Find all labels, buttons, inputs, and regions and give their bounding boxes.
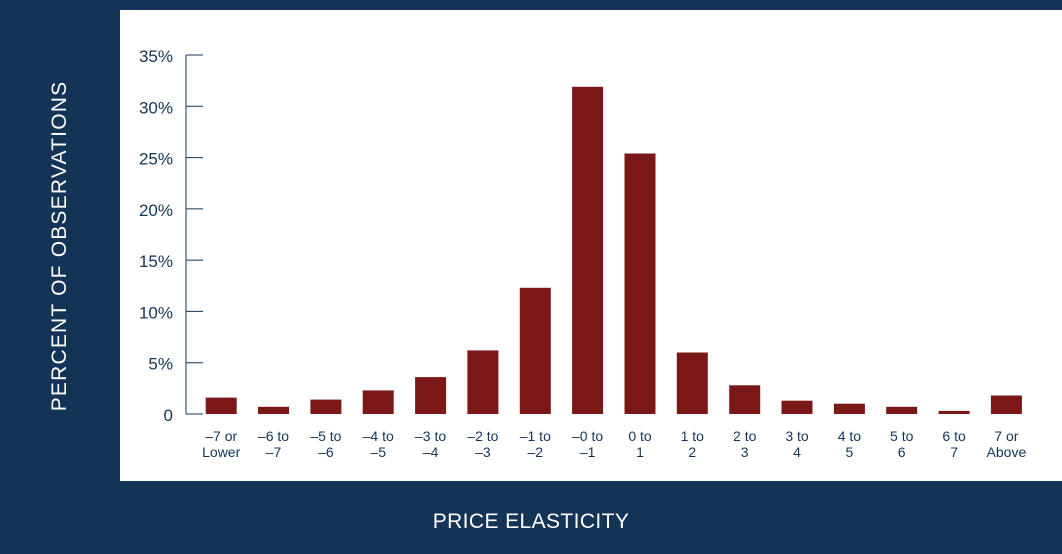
y-tick-label: 10% bbox=[139, 303, 173, 322]
bar bbox=[310, 399, 342, 414]
x-tick-label: –2 bbox=[528, 444, 544, 460]
x-tick-label: –4 bbox=[423, 444, 439, 460]
x-tick-label: 3 bbox=[741, 444, 749, 460]
x-tick-label: 4 bbox=[793, 444, 801, 460]
x-tick-label: –0 to bbox=[572, 428, 603, 444]
x-tick-label: –5 to bbox=[310, 428, 341, 444]
bar bbox=[729, 385, 761, 414]
x-tick-label: 4 to bbox=[838, 428, 862, 444]
x-tick-label: –2 to bbox=[467, 428, 498, 444]
x-tick-label: –4 to bbox=[363, 428, 394, 444]
bar bbox=[467, 350, 499, 414]
bar bbox=[886, 406, 918, 414]
x-tick-label: Above bbox=[987, 444, 1027, 460]
x-tick-label: 7 bbox=[950, 444, 958, 460]
x-tick-label: –7 or bbox=[205, 428, 237, 444]
x-tick-label: 6 bbox=[898, 444, 906, 460]
x-tick-label: 2 to bbox=[733, 428, 757, 444]
bar bbox=[415, 377, 447, 414]
bar bbox=[833, 403, 865, 414]
x-tick-label: Lower bbox=[202, 444, 240, 460]
x-tick-label: –5 bbox=[370, 444, 386, 460]
y-tick-label: 30% bbox=[139, 98, 173, 117]
bar bbox=[938, 410, 970, 414]
x-tick-label: –6 to bbox=[258, 428, 289, 444]
x-tick-label: –3 to bbox=[415, 428, 446, 444]
y-tick-label: 25% bbox=[139, 150, 173, 169]
x-tick-label: 1 bbox=[636, 444, 644, 460]
x-tick-label: 1 to bbox=[681, 428, 705, 444]
y-tick-label: 15% bbox=[139, 252, 173, 271]
x-tick-label: –1 bbox=[580, 444, 596, 460]
bar bbox=[676, 352, 708, 414]
x-tick-label: –3 bbox=[475, 444, 491, 460]
x-tick-label: 2 bbox=[688, 444, 696, 460]
bar bbox=[624, 153, 656, 414]
x-axis-title: PRICE ELASTICITY bbox=[432, 510, 630, 533]
x-tick-label: 7 or bbox=[994, 428, 1018, 444]
x-tick-label: –6 bbox=[318, 444, 334, 460]
x-tick-label: 5 bbox=[846, 444, 854, 460]
x-tick-label: –7 bbox=[266, 444, 282, 460]
y-tick-label: 35% bbox=[139, 47, 173, 66]
bar bbox=[781, 400, 813, 414]
x-tick-label: 0 to bbox=[628, 428, 652, 444]
bar bbox=[258, 406, 289, 414]
bar bbox=[519, 287, 551, 414]
bar bbox=[572, 86, 604, 415]
bar bbox=[362, 390, 394, 414]
x-tick-label: –1 to bbox=[520, 428, 551, 444]
x-tick-label: 6 to bbox=[942, 428, 966, 444]
y-tick-label: 20% bbox=[139, 201, 173, 220]
bar bbox=[205, 397, 237, 414]
x-tick-label: 3 to bbox=[785, 428, 809, 444]
bar bbox=[990, 395, 1022, 414]
x-tick-label: 5 to bbox=[890, 428, 914, 444]
y-tick-label: 5% bbox=[148, 355, 173, 374]
y-tick-label: 0 bbox=[164, 406, 173, 425]
